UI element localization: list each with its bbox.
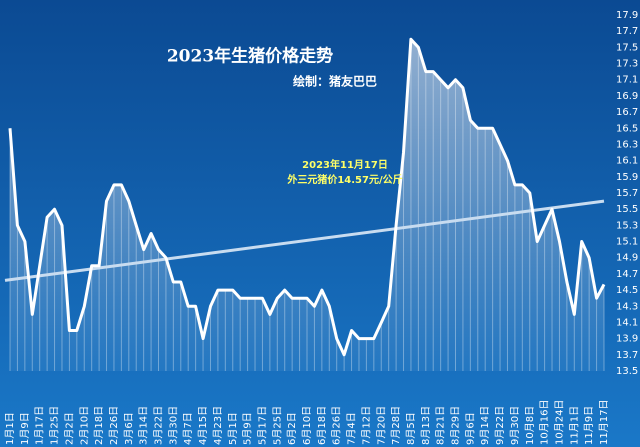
x-tick-label: 6月26日 <box>331 406 343 445</box>
x-tick-label: 8月5日 <box>405 412 417 445</box>
x-tick-label: 9月22日 <box>494 406 506 445</box>
x-tick-label: 5月25日 <box>271 406 283 445</box>
y-tick-label: 14.9 <box>616 253 638 264</box>
y-tick-label: 14.1 <box>616 317 638 328</box>
price-line <box>8 37 606 357</box>
y-tick-label: 13.7 <box>616 350 638 361</box>
x-tick-label: 11月17日 <box>598 400 610 445</box>
x-tick-label: 1月25日 <box>49 406 61 445</box>
x-tick-label: 8月21日 <box>435 406 447 445</box>
y-tick-label: 17.7 <box>616 26 638 37</box>
y-tick-label: 16.1 <box>616 156 638 167</box>
x-tick-label: 3月14日 <box>138 406 150 445</box>
x-tick-label: 10月8日 <box>524 406 536 445</box>
x-tick-label: 8月13日 <box>420 406 432 445</box>
annotation: 外三元猪价14.57元/公斤 <box>286 173 402 186</box>
x-tick-label: 4月23日 <box>212 406 224 445</box>
y-tick-label: 15.9 <box>616 172 638 183</box>
x-tick-label: 4月7日 <box>182 412 194 445</box>
chart-title: 2023年生猪价格走势 <box>167 46 333 67</box>
x-tick-label: 7月28日 <box>390 406 402 445</box>
x-tick-label: 3月6日 <box>123 412 135 445</box>
x-tick-label: 2月2日 <box>63 412 75 445</box>
x-tick-label: 3月30日 <box>167 406 179 445</box>
y-tick-label: 15.7 <box>616 188 638 199</box>
y-tick-label: 17.1 <box>616 75 638 86</box>
y-tick-label: 16.5 <box>616 123 638 134</box>
annotation: 2023年11月17日 <box>302 158 388 171</box>
x-tick-label: 9月6日 <box>464 412 476 445</box>
x-tick-label: 2月26日 <box>108 406 120 445</box>
x-tick-label: 10月24日 <box>553 400 565 445</box>
y-tick-label: 14.7 <box>616 269 638 280</box>
trend-line <box>4 199 605 282</box>
x-tick-label: 3月22日 <box>153 406 165 445</box>
x-tick-label: 8月29日 <box>450 406 462 445</box>
y-tick-label: 16.3 <box>616 139 638 150</box>
y-tick-label: 13.9 <box>616 334 638 345</box>
x-tick-label: 2月18日 <box>93 406 105 445</box>
x-tick-label: 11月9日 <box>583 406 595 445</box>
x-tick-label: 5月9日 <box>242 412 254 445</box>
x-tick-label: 7月4日 <box>346 412 358 445</box>
area <box>10 39 604 372</box>
y-tick-label: 17.9 <box>616 10 638 21</box>
x-tick-label: 6月2日 <box>286 412 298 445</box>
y-tick-label: 17.5 <box>616 42 638 53</box>
x-tick-label: 7月20日 <box>375 406 387 445</box>
y-tick-label: 16.7 <box>616 107 638 118</box>
y-tick-label: 15.1 <box>616 237 638 248</box>
x-tick-label: 4月15日 <box>197 406 209 445</box>
chart-subtitle: 绘制：猪友巴巴 <box>293 74 377 89</box>
y-tick-label: 14.5 <box>616 285 638 296</box>
x-tick-label: 9月14日 <box>479 406 491 445</box>
x-tick-label: 2月10日 <box>78 406 90 445</box>
x-tick-label: 5月1日 <box>227 412 239 445</box>
x-tick-label: 11月1日 <box>568 406 580 445</box>
x-tick-label: 5月17日 <box>256 406 268 445</box>
x-tick-label: 9月30日 <box>509 406 521 445</box>
x-tick-label: 6月18日 <box>316 406 328 445</box>
x-tick-label: 7月12日 <box>360 406 372 445</box>
x-tick-label: 1月1日 <box>4 412 16 445</box>
x-tick-label: 1月17日 <box>34 406 46 445</box>
x-tick-label: 6月10日 <box>301 406 313 445</box>
y-tick-label: 15.3 <box>616 220 638 231</box>
y-tick-label: 16.9 <box>616 91 638 102</box>
x-tick-label: 10月16日 <box>539 400 551 445</box>
y-tick-label: 13.5 <box>616 366 638 377</box>
x-tick-label: 1月9日 <box>19 412 31 445</box>
y-tick-label: 14.3 <box>616 301 638 312</box>
y-tick-label: 17.3 <box>616 59 638 70</box>
y-tick-label: 15.5 <box>616 204 638 215</box>
